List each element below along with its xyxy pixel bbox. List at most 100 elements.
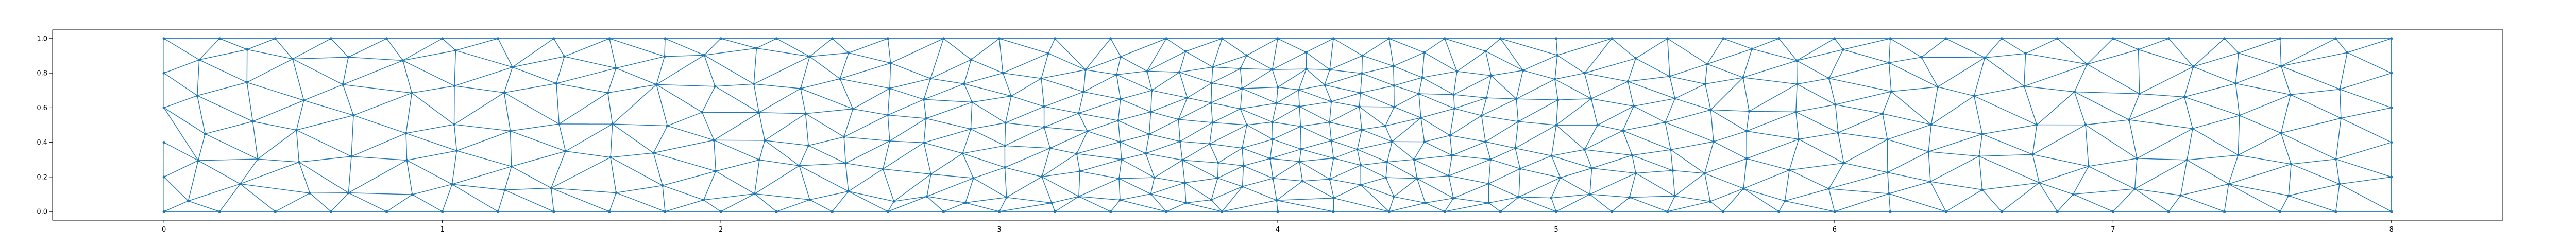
mesh-edge <box>1632 155 1673 171</box>
mesh-edge <box>703 171 717 200</box>
mesh-node <box>297 161 301 164</box>
mesh-node <box>1184 201 1188 204</box>
mesh-node <box>847 51 850 55</box>
mesh-edge <box>1306 52 1330 70</box>
mesh-edge <box>1329 69 1362 74</box>
mesh-edge <box>343 84 412 94</box>
mesh-edge <box>1519 197 1552 199</box>
x-tick-label: 0 <box>162 226 166 234</box>
mesh-edge <box>1324 84 1332 102</box>
mesh-node <box>1556 54 1559 57</box>
mesh-edge <box>1243 165 1274 179</box>
mesh-edge <box>1085 38 1111 70</box>
mesh-node <box>1298 105 1301 108</box>
mesh-edge <box>1789 139 1799 170</box>
mesh-node <box>1117 177 1121 180</box>
mesh-node <box>563 55 566 58</box>
mesh-edge <box>1891 91 1931 125</box>
mesh-node <box>2289 93 2292 96</box>
mesh-node <box>2234 82 2237 85</box>
mesh-edge <box>551 187 617 193</box>
mesh-edge <box>1048 38 1056 54</box>
mesh-edge <box>1795 111 1838 133</box>
mesh-edge <box>1486 75 1492 98</box>
mesh-edge <box>498 189 505 212</box>
mesh-edge <box>1299 157 1334 162</box>
mesh-node <box>1795 59 1799 62</box>
mesh-edge <box>754 165 800 195</box>
mesh-node <box>1583 72 1586 75</box>
mesh-edge <box>808 136 844 146</box>
mesh-node <box>251 120 255 123</box>
mesh-edge <box>1622 130 1633 155</box>
mesh-edge <box>1928 125 1932 152</box>
mesh-edge <box>1982 182 2040 190</box>
mesh-node <box>274 210 277 213</box>
mesh-edge <box>1298 84 1325 91</box>
mesh-edge <box>1005 106 1044 123</box>
mesh-edge <box>2087 49 2139 65</box>
mesh-edge <box>1710 109 1750 112</box>
mesh-edge <box>1551 125 1557 156</box>
mesh-edge <box>1242 166 1244 187</box>
mesh-edge <box>1076 153 1122 160</box>
mesh-node <box>886 210 889 213</box>
mesh-edge <box>805 113 809 146</box>
mesh-edge <box>809 199 833 212</box>
mesh-node <box>713 138 716 142</box>
mesh-edge <box>1785 200 1835 212</box>
mesh-node <box>1669 148 1672 151</box>
mesh-node <box>1837 131 1840 134</box>
mesh-edge <box>926 101 973 119</box>
mesh-edge <box>1006 197 1052 204</box>
mesh-edge <box>197 82 247 96</box>
mesh-edge <box>1481 115 1518 122</box>
mesh-node <box>2056 37 2059 40</box>
mesh-node <box>1634 57 1637 60</box>
mesh-node <box>246 48 249 51</box>
mesh-node <box>1047 52 1050 55</box>
mesh-edge <box>454 66 513 86</box>
mesh-node <box>557 122 561 126</box>
mesh-edge <box>962 145 1005 154</box>
mesh-edge <box>1329 106 1360 123</box>
mesh-edge <box>2193 38 2225 67</box>
mesh-edge <box>1749 111 1796 113</box>
mesh-edge <box>1005 167 1042 178</box>
mesh-edge <box>927 196 966 203</box>
mesh-node <box>1722 37 1725 40</box>
mesh-edge <box>1554 73 1585 80</box>
mesh-node <box>2136 157 2139 160</box>
mesh-edge <box>843 114 888 137</box>
mesh-edge <box>1554 79 1558 100</box>
mesh-edge <box>1424 135 1450 143</box>
mesh-node <box>1178 140 1182 143</box>
mesh-node <box>1387 210 1391 213</box>
mesh-edge <box>353 92 412 116</box>
mesh-edge <box>759 112 806 114</box>
mesh-edge <box>1747 158 1790 171</box>
mesh-edge <box>800 56 810 89</box>
mesh-edge <box>1247 121 1273 126</box>
mesh-edge <box>197 60 200 96</box>
mesh-node <box>1890 90 1893 93</box>
mesh-edge <box>1116 74 1121 99</box>
mesh-edge <box>2129 119 2193 129</box>
mesh-edge <box>1359 93 1361 107</box>
mesh-node <box>1827 187 1831 190</box>
mesh-edge <box>930 38 944 79</box>
mesh-edge <box>456 150 512 167</box>
mesh-edge <box>1361 184 1394 197</box>
mesh-edge <box>2112 188 2136 212</box>
mesh-node <box>889 61 892 65</box>
mesh-edge <box>451 150 457 185</box>
mesh-edge <box>1154 177 1185 183</box>
mesh-edge <box>2184 96 2240 116</box>
mesh-edge <box>1418 94 1421 118</box>
mesh-edge <box>296 130 352 157</box>
mesh-edge <box>1269 139 1273 159</box>
mesh-node <box>2280 64 2283 68</box>
mesh-node <box>1054 37 1057 40</box>
mesh-node <box>1332 210 1335 213</box>
mesh-edge <box>1597 105 1634 126</box>
